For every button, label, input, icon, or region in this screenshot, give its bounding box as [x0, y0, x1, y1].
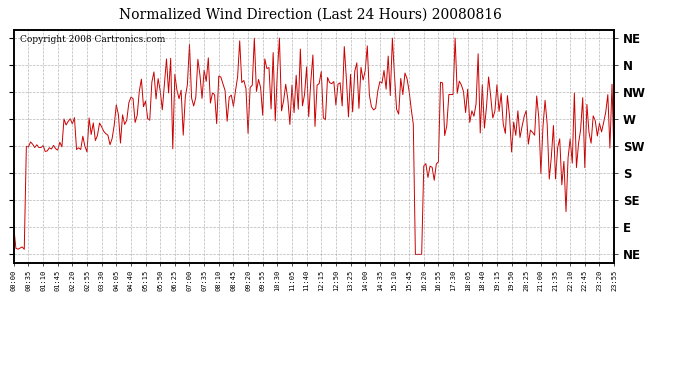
Text: Copyright 2008 Cartronics.com: Copyright 2008 Cartronics.com — [20, 34, 165, 44]
Text: Normalized Wind Direction (Last 24 Hours) 20080816: Normalized Wind Direction (Last 24 Hours… — [119, 8, 502, 21]
